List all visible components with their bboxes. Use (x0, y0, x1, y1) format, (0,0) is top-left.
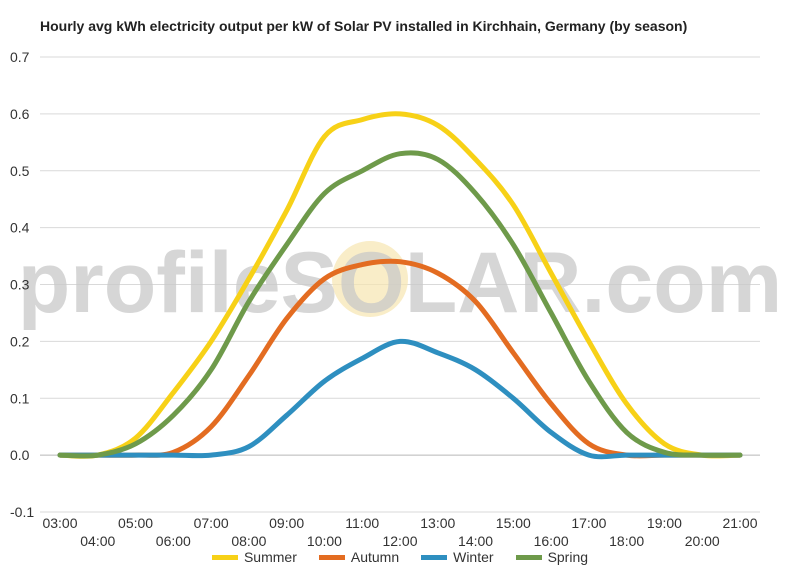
series-line-spring (57, 150, 743, 459)
chart-title: Hourly avg kWh electricity output per kW… (40, 18, 688, 34)
watermark: profileSOLAR.com (18, 235, 783, 331)
legend-label: Winter (453, 549, 494, 565)
legend-label: Spring (547, 549, 589, 565)
x-tick-label: 08:00 (231, 533, 266, 549)
y-tick-label: 0.2 (10, 333, 30, 349)
x-tick-label: 09:00 (269, 515, 304, 531)
x-tick-label: 19:00 (647, 515, 682, 531)
legend: Summer Autumn Winter Spring (0, 549, 800, 565)
legend-swatch (421, 554, 448, 560)
legend-item-summer[interactable]: Summer (211, 549, 297, 565)
y-tick-label: 0.6 (10, 106, 30, 122)
series-layer (57, 111, 743, 460)
x-tick-label: 18:00 (609, 533, 644, 549)
legend-label: Autumn (350, 549, 400, 565)
y-tick-label: -0.1 (10, 504, 34, 520)
x-tick-label: 06:00 (156, 533, 191, 549)
legend-item-winter[interactable]: Winter (421, 549, 494, 565)
x-tick-label: 10:00 (307, 533, 342, 549)
x-tick-label: 17:00 (571, 515, 606, 531)
y-tick-label: 0.3 (10, 277, 30, 293)
x-tick-label: 16:00 (534, 533, 569, 549)
legend-swatch (211, 554, 238, 560)
legend-swatch (515, 554, 542, 560)
legend-label: Summer (243, 549, 297, 565)
x-tick-label: 03:00 (42, 515, 77, 531)
x-tick-label: 05:00 (118, 515, 153, 531)
series-line-winter (57, 338, 743, 460)
legend-item-spring[interactable]: Spring (515, 549, 589, 565)
x-tick-label: 12:00 (382, 533, 417, 549)
x-tick-label: 20:00 (685, 533, 720, 549)
x-tick-label: 21:00 (722, 515, 757, 531)
y-tick-label: 0.1 (10, 390, 30, 406)
legend-swatch (318, 554, 345, 560)
x-tick-label: 11:00 (345, 515, 379, 531)
watermark-text: profileSOLAR.com (18, 235, 783, 331)
x-tick-label: 04:00 (80, 533, 115, 549)
y-tick-label: 0.5 (10, 163, 30, 179)
legend-item-autumn[interactable]: Autumn (318, 549, 400, 565)
series-line-summer (57, 111, 743, 459)
x-tick-label: 13:00 (420, 515, 455, 531)
x-tick-label: 14:00 (458, 533, 493, 549)
x-tick-label: 07:00 (194, 515, 229, 531)
y-tick-label: 0.0 (10, 447, 30, 463)
y-tick-label: 0.7 (10, 49, 30, 65)
axis-layer: -0.1 0.0 0.1 0.2 0.3 0.4 0.5 0.6 0.7 03:0004:0005… (10, 49, 758, 549)
y-tick-label: 0.4 (10, 220, 30, 236)
x-tick-label: 15:00 (496, 515, 531, 531)
